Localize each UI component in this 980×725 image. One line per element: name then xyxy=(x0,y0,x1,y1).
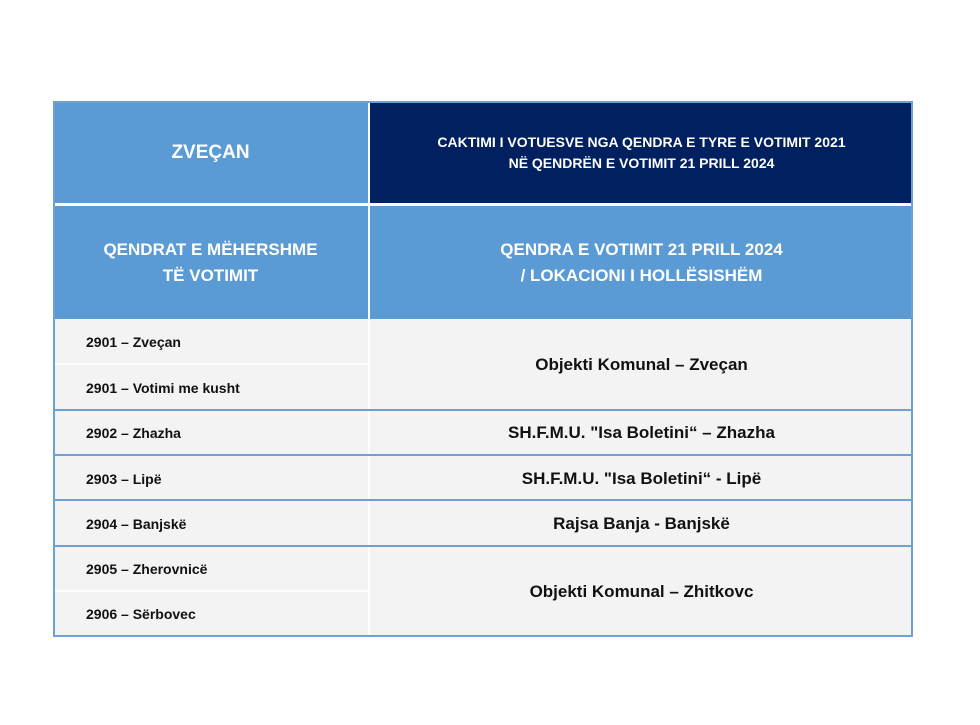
new-location-cell: SH.F.M.U. "Isa Boletini“ – Zhazha xyxy=(370,410,913,456)
header-line: / LOKACIONI I HOLLËSISHËM xyxy=(520,265,763,285)
old-centers-header: QENDRAT E MËHERSHME TË VOTIMIT xyxy=(53,206,368,319)
old-center-cell: 2901 – Votimi me kusht xyxy=(53,365,368,410)
new-location-cell: Objekti Komunal – Zhitkovc xyxy=(370,546,913,637)
header-line: QENDRAT E MËHERSHME xyxy=(103,239,318,259)
header-line: QENDRA E VOTIMIT 21 PRILL 2024 xyxy=(500,239,783,259)
title-line: CAKTIMI I VOTUESVE NGA QENDRA E TYRE E V… xyxy=(437,133,846,150)
new-location-cell: Rajsa Banja - Banjskë xyxy=(370,501,913,546)
old-center-cell: 2905 – Zherovnicë xyxy=(53,546,368,591)
old-center-cell: 2903 – Lipë xyxy=(53,456,368,501)
divider xyxy=(53,545,913,547)
header-line: TË VOTIMIT xyxy=(162,265,259,285)
old-center-cell: 2902 – Zhazha xyxy=(53,410,368,455)
municipality-header: ZVEÇAN xyxy=(53,101,368,204)
divider xyxy=(53,203,913,206)
divider xyxy=(53,590,368,592)
table-title: CAKTIMI I VOTUESVE NGA QENDRA E TYRE E V… xyxy=(370,101,913,204)
divider xyxy=(53,454,913,456)
title-line: NË QENDRËN E VOTIMIT 21 PRILL 2024 xyxy=(508,154,775,171)
divider xyxy=(368,101,370,637)
new-location-cell: Objekti Komunal – Zveçan xyxy=(370,319,913,410)
new-location-cell: SH.F.M.U. "Isa Boletini“ - Lipë xyxy=(370,456,913,501)
old-center-cell: 2904 – Banjskë xyxy=(53,501,368,546)
old-center-cell: 2901 – Zveçan xyxy=(53,319,368,364)
new-location-header: QENDRA E VOTIMIT 21 PRILL 2024 / LOKACION… xyxy=(370,206,913,319)
divider xyxy=(53,499,913,501)
divider xyxy=(53,409,913,411)
old-center-cell: 2906 – Sërbovec xyxy=(53,591,368,637)
divider xyxy=(53,363,368,365)
